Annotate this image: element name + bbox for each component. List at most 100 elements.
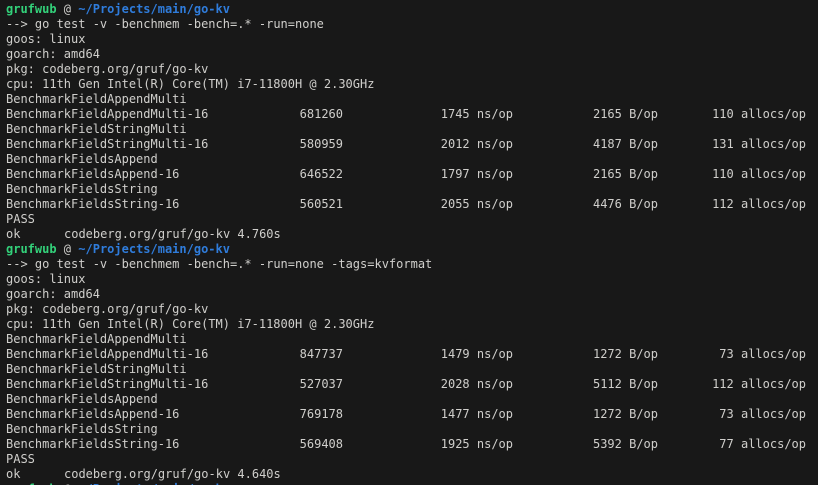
benchmark-row: BenchmarkFieldStringMulti-16 527037 2028 n… — [6, 377, 818, 392]
benchmark-bytes-per-op: 5112 B/op — [592, 377, 658, 391]
output-text: PASS — [6, 452, 35, 466]
benchmark-ns-per-op: 1477 ns/op — [440, 407, 513, 421]
result-line: ok codeberg.org/gruf/go-kv 4.640s — [6, 467, 818, 482]
prompt-username: grufwub — [6, 242, 57, 256]
benchmark-ns-per-op: 1479 ns/op — [440, 347, 513, 361]
output-line: goarch: amd64 — [6, 287, 818, 302]
benchmark-allocs-per-op: 77 allocs/op — [719, 437, 806, 451]
output-line: BenchmarkFieldsString — [6, 422, 818, 437]
output-text: BenchmarkFieldAppendMulti — [6, 332, 187, 346]
benchmark-bytes-per-op: 4476 B/op — [592, 197, 658, 211]
output-line: BenchmarkFieldAppendMulti — [6, 92, 818, 107]
output-line: goos: linux — [6, 272, 818, 287]
benchmark-iterations: 560521 — [299, 197, 343, 211]
benchmark-allocs-per-op: 73 allocs/op — [719, 407, 806, 421]
command-text: go test -v -benchmem -bench=.* -run=none… — [27, 257, 433, 271]
benchmark-name: BenchmarkFieldsAppend-16 — [6, 167, 180, 181]
benchmark-iterations: 681260 — [299, 107, 343, 121]
benchmark-bytes-per-op: 2165 B/op — [592, 167, 658, 181]
benchmark-iterations: 646522 — [299, 167, 343, 181]
benchmark-name: BenchmarkFieldsAppend-16 — [6, 407, 180, 421]
benchmark-name: BenchmarkFieldsString-16 — [6, 437, 180, 451]
output-text: BenchmarkFieldsAppend — [6, 392, 158, 406]
benchmark-name: BenchmarkFieldAppendMulti-16 — [6, 107, 209, 121]
benchmark-iterations: 580959 — [299, 137, 343, 151]
benchmark-allocs-per-op: 112 allocs/op — [712, 197, 806, 211]
output-line: pkg: codeberg.org/gruf/go-kv — [6, 302, 818, 317]
output-line: BenchmarkFieldsString — [6, 182, 818, 197]
benchmark-row: BenchmarkFieldsAppend-16 769178 1477 ns/op… — [6, 407, 818, 422]
benchmark-row: BenchmarkFieldStringMulti-16 580959 2012 n… — [6, 137, 818, 152]
benchmark-ns-per-op: 2028 ns/op — [440, 377, 513, 391]
command-prompt-arrow: --> — [6, 257, 28, 271]
output-text: BenchmarkFieldsString — [6, 182, 158, 196]
result-package-time: codeberg.org/gruf/go-kv 4.760s — [64, 227, 281, 241]
output-text: pkg: codeberg.org/gruf/go-kv — [6, 302, 209, 316]
benchmark-bytes-per-op: 4187 B/op — [592, 137, 658, 151]
benchmark-iterations: 569408 — [299, 437, 343, 451]
output-line: cpu: 11th Gen Intel(R) Core(TM) i7-11800… — [6, 317, 818, 332]
output-text: goos: linux — [6, 272, 86, 286]
prompt-separator: @ — [56, 242, 79, 256]
result-package-time: codeberg.org/gruf/go-kv 4.640s — [64, 467, 281, 481]
benchmark-row: BenchmarkFieldsString-16 560521 2055 ns/op… — [6, 197, 818, 212]
result-status: ok — [6, 467, 21, 481]
prompt-line: grufwub @ ~/Projects/main/go-kv — [6, 482, 818, 485]
benchmark-ns-per-op: 2012 ns/op — [440, 137, 513, 151]
output-line: goos: linux — [6, 32, 818, 47]
output-text: BenchmarkFieldStringMulti — [6, 122, 187, 136]
benchmark-ns-per-op: 1797 ns/op — [440, 167, 513, 181]
benchmark-row: BenchmarkFieldsAppend-16 646522 1797 ns/op… — [6, 167, 818, 182]
benchmark-name: BenchmarkFieldStringMulti-16 — [6, 377, 209, 391]
prompt-cwd-path: ~/Projects/main/go-kv — [78, 2, 230, 16]
prompt-username: grufwub — [6, 2, 57, 16]
prompt-line: grufwub @ ~/Projects/main/go-kv — [6, 242, 818, 257]
command-prompt-arrow: --> — [6, 17, 28, 31]
output-text: BenchmarkFieldsAppend — [6, 152, 158, 166]
benchmark-iterations: 847737 — [299, 347, 343, 361]
terminal-scrollback: grufwub @ ~/Projects/main/go-kv --> go te… — [6, 2, 818, 485]
benchmark-name: BenchmarkFieldAppendMulti-16 — [6, 347, 209, 361]
output-text: BenchmarkFieldAppendMulti — [6, 92, 187, 106]
prompt-cwd-path: ~/Projects/main/go-kv — [78, 242, 230, 256]
output-text: BenchmarkFieldStringMulti — [6, 362, 187, 376]
output-line: goarch: amd64 — [6, 47, 818, 62]
benchmark-ns-per-op: 1745 ns/op — [440, 107, 513, 121]
output-line: PASS — [6, 212, 818, 227]
output-text: cpu: 11th Gen Intel(R) Core(TM) i7-11800… — [6, 317, 375, 331]
output-text: goarch: amd64 — [6, 47, 100, 61]
benchmark-bytes-per-op: 5392 B/op — [592, 437, 658, 451]
output-line: BenchmarkFieldsAppend — [6, 152, 818, 167]
output-text: goarch: amd64 — [6, 287, 100, 301]
output-line: PASS — [6, 452, 818, 467]
prompt-separator: @ — [57, 482, 79, 485]
result-line: ok codeberg.org/gruf/go-kv 4.760s — [6, 227, 818, 242]
benchmark-iterations: 769178 — [299, 407, 343, 421]
output-text: goos: linux — [6, 32, 86, 46]
benchmark-row: BenchmarkFieldAppendMulti-16 681260 1745 n… — [6, 107, 818, 122]
prompt-cwd-path: ~/Projects/main/go-kv — [78, 482, 230, 485]
benchmark-allocs-per-op: 110 allocs/op — [712, 107, 806, 121]
benchmark-ns-per-op: 1925 ns/op — [440, 437, 513, 451]
benchmark-allocs-per-op: 131 allocs/op — [712, 137, 806, 151]
output-line: cpu: 11th Gen Intel(R) Core(TM) i7-11800… — [6, 77, 818, 92]
output-line: pkg: codeberg.org/gruf/go-kv — [6, 62, 818, 77]
command-line: --> go test -v -benchmem -bench=.* -run=… — [6, 257, 818, 272]
output-text: BenchmarkFieldsString — [6, 422, 158, 436]
benchmark-allocs-per-op: 73 allocs/op — [719, 347, 806, 361]
benchmark-name: BenchmarkFieldStringMulti-16 — [6, 137, 209, 151]
prompt-username: grufwub — [6, 482, 57, 485]
benchmark-row: BenchmarkFieldAppendMulti-16 847737 1479 n… — [6, 347, 818, 362]
benchmark-iterations: 527037 — [299, 377, 343, 391]
command-text: go test -v -benchmem -bench=.* -run=none — [27, 17, 324, 31]
benchmark-allocs-per-op: 110 allocs/op — [712, 167, 806, 181]
benchmark-bytes-per-op: 2165 B/op — [592, 107, 658, 121]
output-line: BenchmarkFieldAppendMulti — [6, 332, 818, 347]
command-line: --> go test -v -benchmem -bench=.* -run=… — [6, 17, 818, 32]
benchmark-row: BenchmarkFieldsString-16 569408 1925 ns/op… — [6, 437, 818, 452]
prompt-line: grufwub @ ~/Projects/main/go-kv — [6, 2, 818, 17]
prompt-separator: @ — [56, 2, 79, 16]
result-status: ok — [6, 227, 21, 241]
output-text: cpu: 11th Gen Intel(R) Core(TM) i7-11800… — [6, 77, 375, 91]
